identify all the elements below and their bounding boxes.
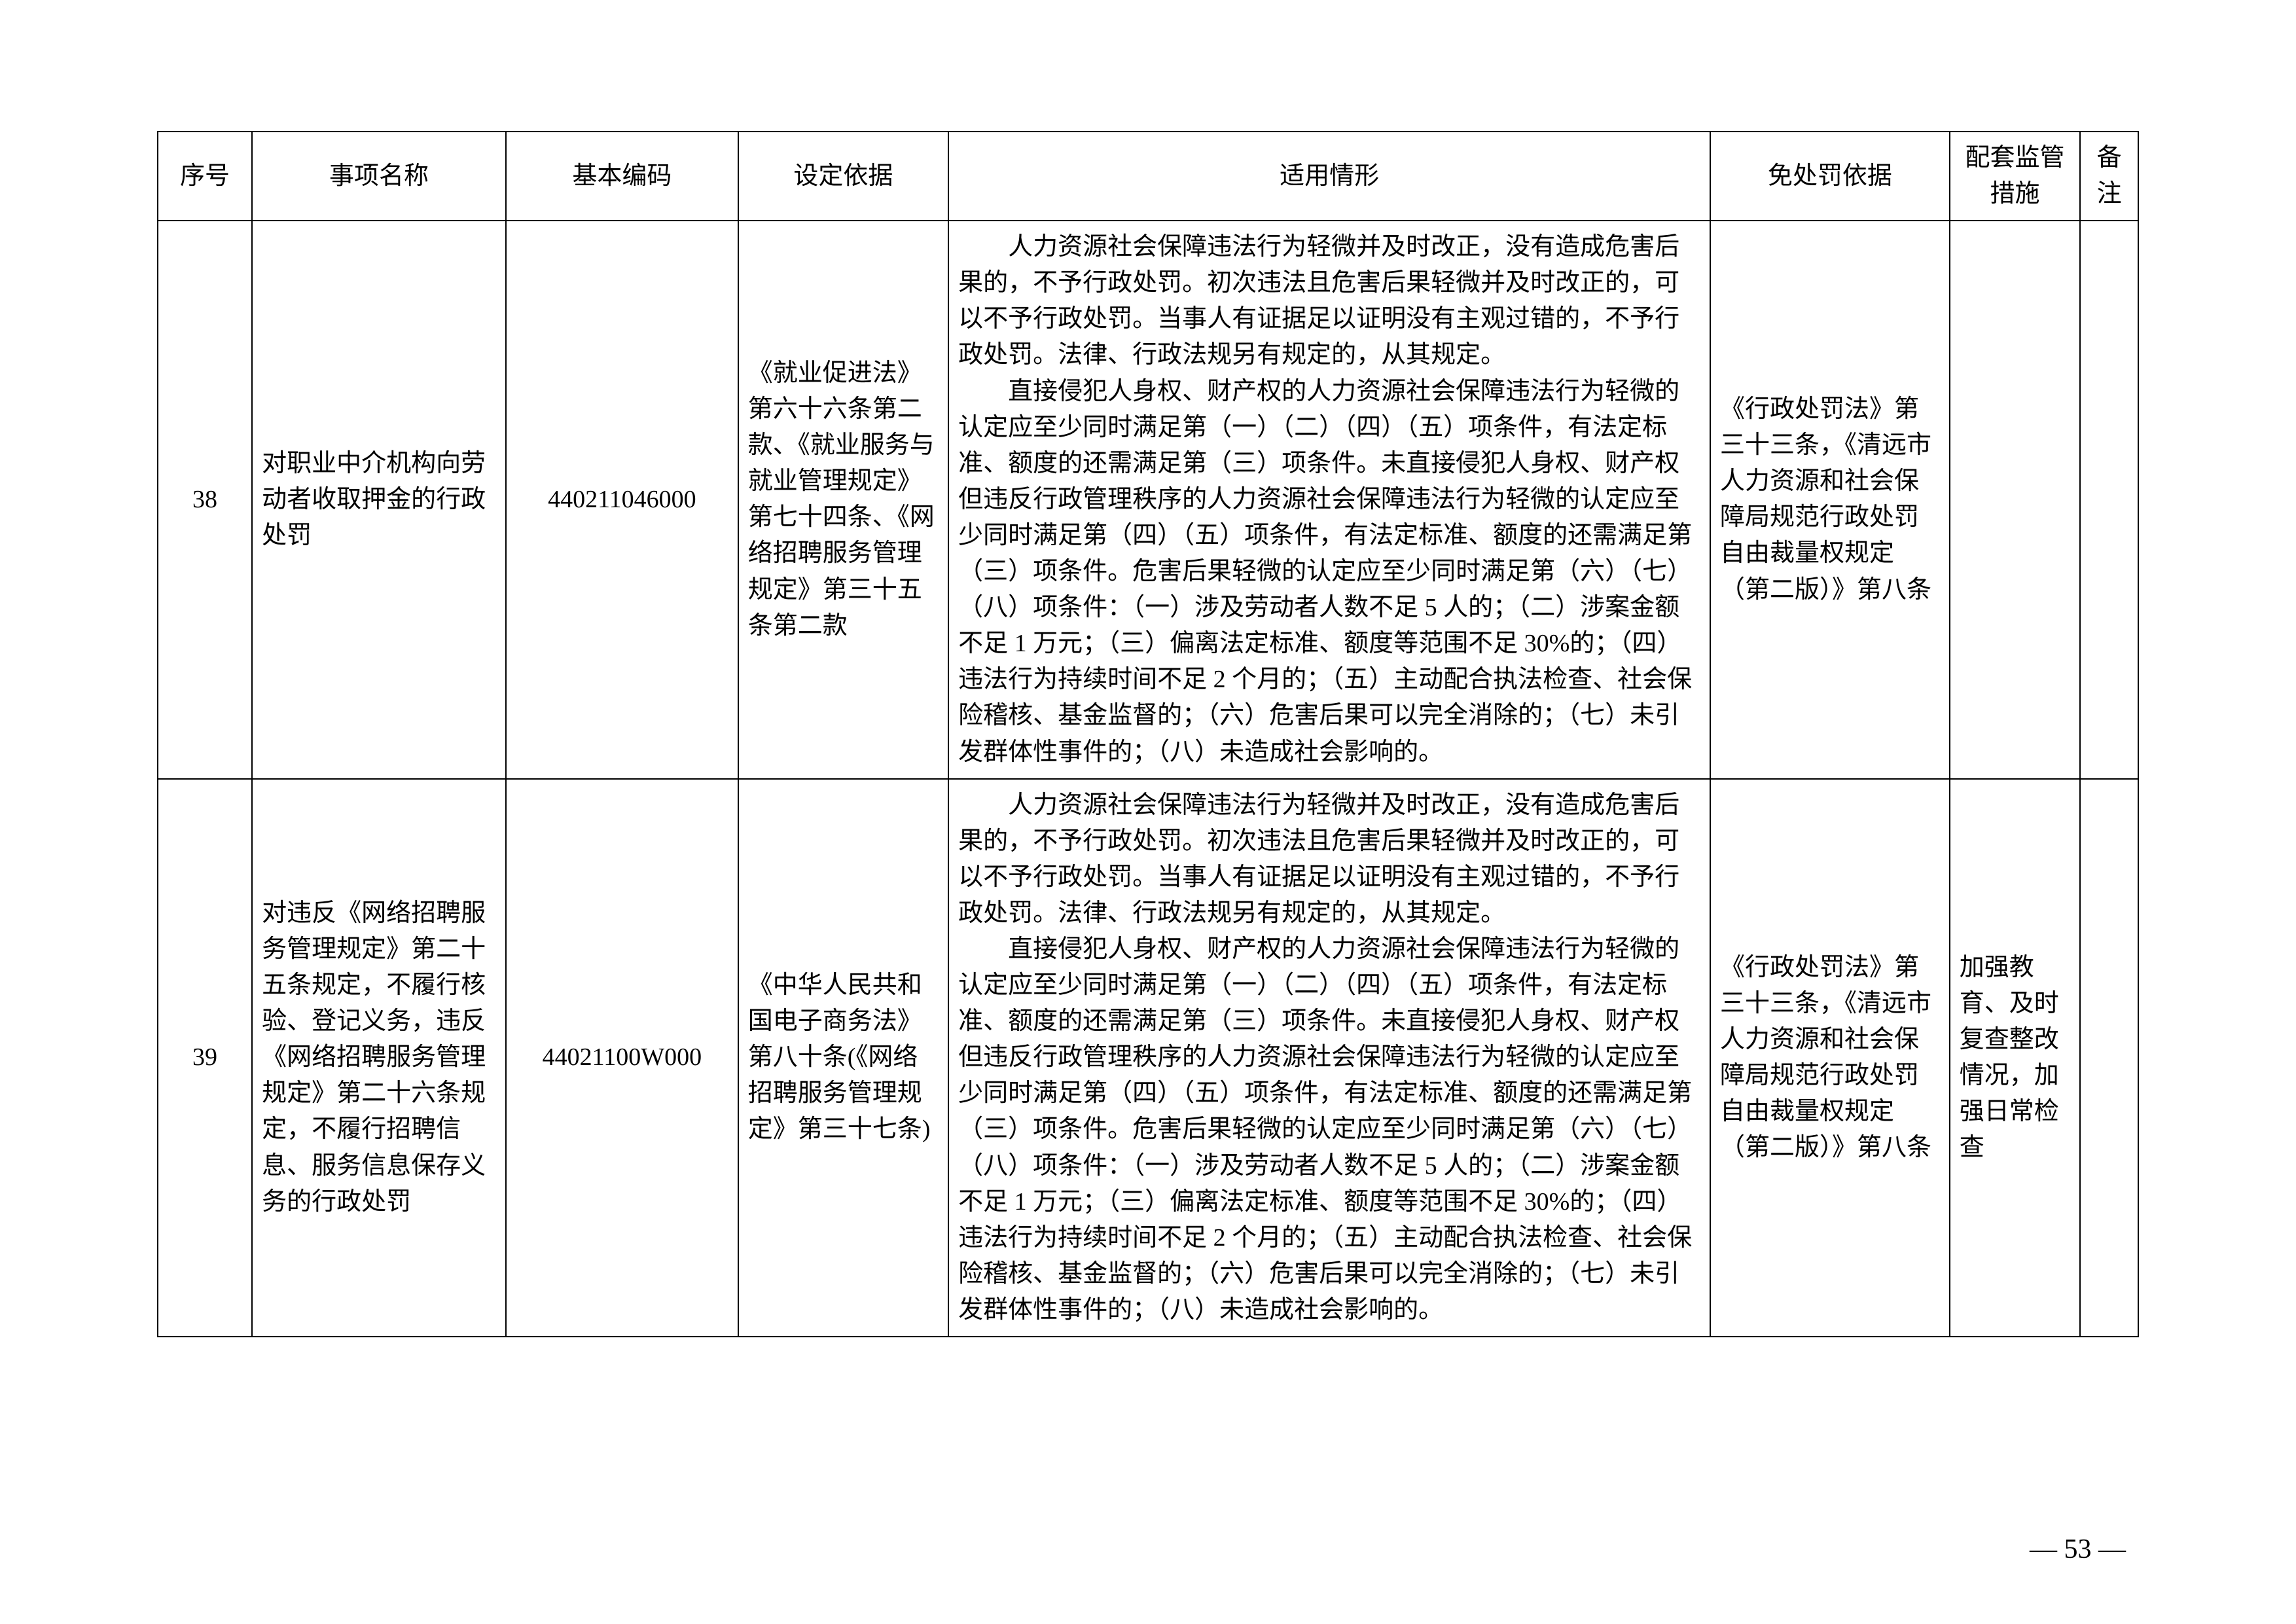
cell-事项名称: 对职业中介机构向劳动者收取押金的行政处罚 <box>252 221 506 778</box>
适用情形-para2: 直接侵犯人身权、财产权的人力资源社会保障违法行为轻微的认定应至少同时满足第（一）… <box>958 931 1700 1328</box>
th-事项名称: 事项名称 <box>252 132 506 221</box>
cell-配套监管措施: 加强教育、及时复查整改情况，加强日常检查 <box>1950 779 2081 1337</box>
cell-序号: 39 <box>158 779 252 1337</box>
th-适用情形: 适用情形 <box>948 132 1710 221</box>
th-基本编码: 基本编码 <box>506 132 738 221</box>
cell-配套监管措施 <box>1950 221 2081 778</box>
cell-基本编码: 440211046000 <box>506 221 738 778</box>
cell-基本编码: 44021100W000 <box>506 779 738 1337</box>
th-配套监管措施: 配套监管措施 <box>1950 132 2081 221</box>
cell-备注 <box>2080 221 2138 778</box>
cell-设定依据: 《就业促进法》第六十六条第二款、《就业服务与就业管理规定》第七十四条、《网络招聘… <box>738 221 948 778</box>
cell-设定依据: 《中华人民共和国电子商务法》第八十条(《网络招聘服务管理规定》第三十七条) <box>738 779 948 1337</box>
page-container: 序号 事项名称 基本编码 设定依据 适用情形 免处罚依据 配套监管措施 备注 3… <box>0 0 2296 1624</box>
cell-序号: 38 <box>158 221 252 778</box>
cell-适用情形: 人力资源社会保障违法行为轻微并及时改正，没有造成危害后果的，不予行政处罚。初次违… <box>948 779 1710 1337</box>
适用情形-para2: 直接侵犯人身权、财产权的人力资源社会保障违法行为轻微的认定应至少同时满足第（一）… <box>958 374 1700 770</box>
cell-事项名称: 对违反《网络招聘服务管理规定》第二十五条规定，不履行核验、登记义务，违反《网络招… <box>252 779 506 1337</box>
cell-免处罚依据: 《行政处罚法》第三十三条，《清远市人力资源和社会保障局规范行政处罚自由裁量权规定… <box>1710 779 1950 1337</box>
th-免处罚依据: 免处罚依据 <box>1710 132 1950 221</box>
table-header-row: 序号 事项名称 基本编码 设定依据 适用情形 免处罚依据 配套监管措施 备注 <box>158 132 2138 221</box>
th-设定依据: 设定依据 <box>738 132 948 221</box>
cell-备注 <box>2080 779 2138 1337</box>
table-row: 38 对职业中介机构向劳动者收取押金的行政处罚 440211046000 《就业… <box>158 221 2138 778</box>
适用情形-para1: 人力资源社会保障违法行为轻微并及时改正，没有造成危害后果的，不予行政处罚。初次违… <box>958 787 1700 931</box>
cell-免处罚依据: 《行政处罚法》第三十三条，《清远市人力资源和社会保障局规范行政处罚自由裁量权规定… <box>1710 221 1950 778</box>
page-number: — 53 — <box>2030 1534 2126 1565</box>
main-table: 序号 事项名称 基本编码 设定依据 适用情形 免处罚依据 配套监管措施 备注 3… <box>157 131 2139 1337</box>
th-备注: 备注 <box>2080 132 2138 221</box>
table-row: 39 对违反《网络招聘服务管理规定》第二十五条规定，不履行核验、登记义务，违反《… <box>158 779 2138 1337</box>
th-序号: 序号 <box>158 132 252 221</box>
cell-适用情形: 人力资源社会保障违法行为轻微并及时改正，没有造成危害后果的，不予行政处罚。初次违… <box>948 221 1710 778</box>
适用情形-para1: 人力资源社会保障违法行为轻微并及时改正，没有造成危害后果的，不予行政处罚。初次违… <box>958 229 1700 373</box>
